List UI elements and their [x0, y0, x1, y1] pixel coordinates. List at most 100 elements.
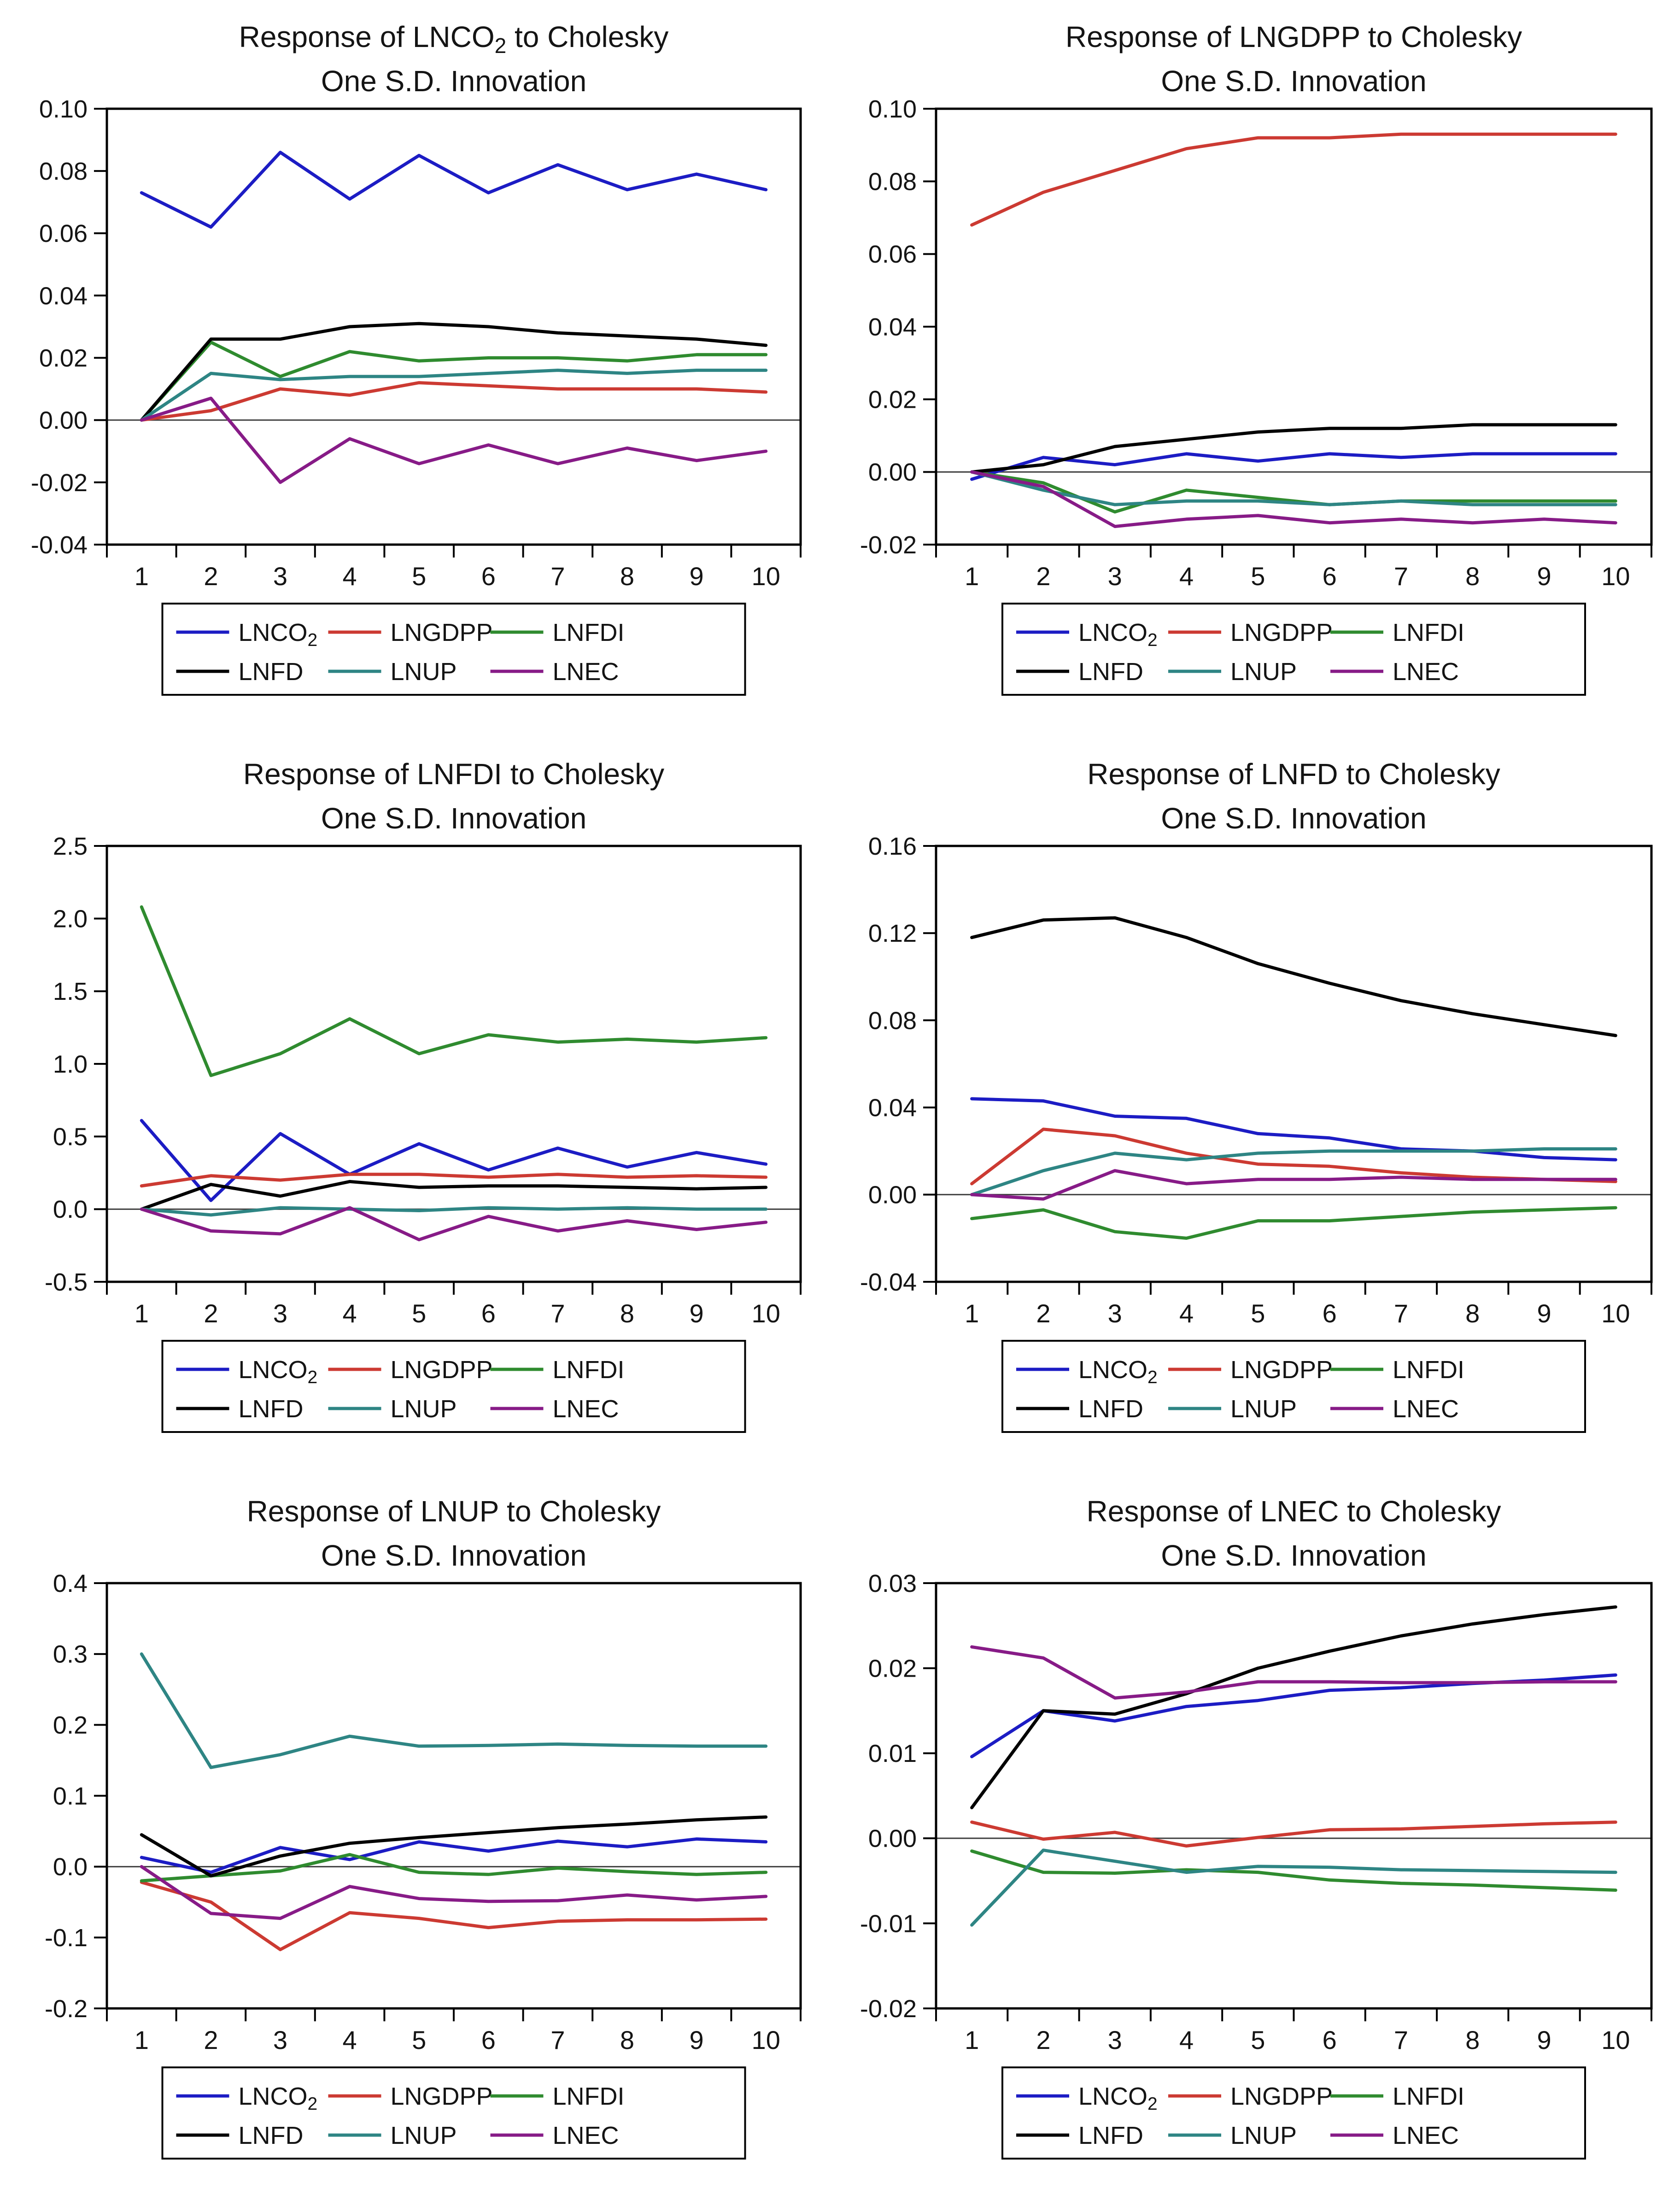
x-tick-label: 4 [343, 1299, 357, 1328]
x-tick-label: 6 [481, 2025, 496, 2054]
x-tick-label: 1 [135, 562, 149, 591]
chart-response-lnfd: Response of LNFD to Cholesky One S.D. Inn… [860, 757, 1653, 1433]
panel-response-lnco2: Response of LNCO2 to Cholesky One S.D. In… [0, 0, 829, 737]
chart-title-line1: Response of LNEC to Cholesky [1087, 1495, 1501, 1528]
legend-label-lnfd: LNFD [1078, 658, 1143, 686]
legend-label-lnec: LNEC [1393, 1395, 1459, 1423]
x-tick-label: 3 [1108, 2025, 1122, 2054]
x-tick-label: 2 [1036, 2025, 1050, 2054]
legend-label-lnfdi: LNFDI [1393, 2083, 1464, 2110]
chart-title-line2: One S.D. Innovation [321, 1539, 586, 1572]
y-tick-label: 1.0 [53, 1051, 88, 1078]
legend-label-lngdpp: LNGDPP [391, 1356, 493, 1384]
panel-response-lnec: Response of LNEC to Cholesky One S.D. Inn… [829, 1474, 1680, 2201]
series-line-lnco2 [970, 1673, 1617, 1759]
y-tick-label: 0.10 [868, 95, 917, 123]
x-tick-label: 9 [690, 2025, 704, 2054]
x-tick-label: 1 [135, 2025, 149, 2054]
series-line-lngdpp [140, 1880, 768, 1951]
y-tick-label: 0.16 [868, 833, 917, 860]
series-line-lnco2 [970, 452, 1617, 481]
x-tick-label: 8 [620, 1299, 634, 1328]
series-line-lnfd [140, 322, 768, 422]
y-tick-label: 0.12 [868, 920, 917, 947]
chart-title-line2: One S.D. Innovation [321, 65, 586, 98]
y-tick-label: 0.0 [53, 1853, 88, 1881]
series-line-lngdpp [140, 381, 768, 422]
legend-label-lnfdi: LNFDI [553, 619, 625, 646]
chart-title-line2: One S.D. Innovation [1161, 802, 1426, 835]
x-tick-label: 10 [752, 2025, 780, 2054]
x-tick-label: 2 [1036, 1299, 1050, 1328]
x-tick-label: 8 [620, 562, 634, 591]
legend-box [1001, 2066, 1586, 2160]
legend-label-lnec: LNEC [1393, 2122, 1459, 2149]
x-tick-label: 4 [343, 2025, 357, 2054]
y-tick-label: -0.01 [860, 1910, 917, 1937]
series-line-lnup [140, 1206, 768, 1217]
x-tick-label: 8 [1465, 562, 1480, 591]
legend-label-lnfdi: LNFDI [553, 1356, 625, 1384]
plot-border [935, 107, 1653, 546]
series-line-lnec [140, 396, 768, 484]
x-tick-label: 8 [1465, 2025, 1480, 2054]
y-tick-label: 0.00 [868, 1825, 917, 1853]
x-tick-label: 4 [1179, 2025, 1194, 2054]
legend-label-lnco2: LNCO2 [239, 2083, 318, 2114]
plot-border [105, 1582, 802, 2010]
y-tick-label: 0.4 [53, 1570, 88, 1597]
y-tick-label: 1.5 [53, 978, 88, 1005]
panel-response-lnfdi: Response of LNFDI to Cholesky One S.D. In… [0, 737, 829, 1474]
x-tick-label: 6 [1323, 2025, 1337, 2054]
series-line-lnco2 [140, 1119, 768, 1202]
x-tick-label: 9 [690, 1299, 704, 1328]
y-tick-label: 2.0 [53, 905, 88, 933]
x-tick-label: 2 [204, 562, 218, 591]
legend-label-lnco2: LNCO2 [1078, 2083, 1158, 2114]
plot-border [105, 107, 802, 546]
series-line-lnup [140, 369, 768, 422]
y-tick-label: 0.08 [39, 158, 88, 185]
series-line-lnec [970, 1645, 1617, 1700]
x-tick-label: 1 [135, 1299, 149, 1328]
x-tick-label: 6 [1323, 562, 1337, 591]
series-line-lnup [140, 1652, 768, 1769]
x-tick-label: 3 [1108, 1299, 1122, 1328]
series-line-lngdpp [970, 1820, 1617, 1848]
chart-title-line1: Response of LNCO2 to Cholesky [239, 20, 669, 58]
y-tick-label: 0.00 [868, 458, 917, 486]
y-tick-label: 0.04 [868, 313, 917, 341]
x-tick-label: 5 [412, 562, 426, 591]
series-line-lnfdi [140, 1853, 768, 1883]
chart-title-line1: Response of LNUP to Cholesky [247, 1495, 661, 1528]
x-tick-label: 1 [965, 562, 979, 591]
legend-label-lnup: LNUP [1230, 2122, 1297, 2149]
y-tick-label: 0.02 [868, 386, 917, 414]
x-tick-label: 4 [1179, 1299, 1194, 1328]
series-line-lnec [140, 1206, 768, 1242]
y-tick-label: 0.08 [868, 1007, 917, 1034]
legend-label-lnfd: LNFD [239, 1395, 304, 1423]
series-line-lnco2 [140, 1837, 768, 1874]
legend-label-lnec: LNEC [553, 1395, 619, 1423]
x-tick-label: 4 [343, 562, 357, 591]
legend-label-lnfd: LNFD [1078, 2122, 1143, 2149]
series-line-lngdpp [970, 132, 1617, 227]
x-tick-label: 10 [752, 1299, 780, 1328]
x-tick-label: 2 [1036, 562, 1050, 591]
legend-label-lnup: LNUP [391, 658, 457, 686]
legend-label-lnfd: LNFD [1078, 1395, 1143, 1423]
legend-label-lngdpp: LNGDPP [1230, 2083, 1333, 2110]
legend-label-lnec: LNEC [553, 2122, 619, 2149]
x-tick-label: 3 [273, 2025, 287, 2054]
legend-label-lngdpp: LNGDPP [391, 619, 493, 646]
legend-label-lnup: LNUP [1230, 1395, 1297, 1423]
legend-label-lngdpp: LNGDPP [391, 2083, 493, 2110]
plot-border [935, 845, 1653, 1283]
series-line-lnec [140, 1865, 768, 1920]
plot-border [935, 1582, 1653, 2010]
x-tick-label: 2 [204, 1299, 218, 1328]
y-tick-label: -0.04 [860, 1268, 917, 1296]
chart-response-lnup: Response of LNUP to Cholesky One S.D. Inn… [45, 1495, 802, 2160]
x-tick-label: 5 [1251, 2025, 1265, 2054]
